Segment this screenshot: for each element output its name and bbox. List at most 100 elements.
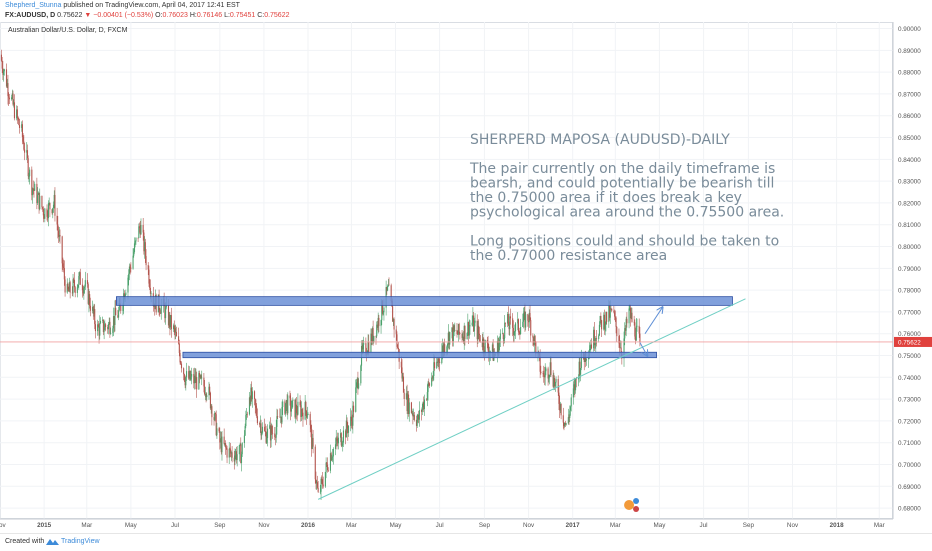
candle [565,422,567,426]
candle-body [22,136,24,142]
candle [589,345,591,351]
candle [595,335,597,353]
candle [287,392,289,420]
candle [37,187,39,206]
candle [397,341,399,353]
candle [83,286,85,300]
candle [315,471,317,490]
candle-body [120,305,122,311]
candle-body [543,373,545,376]
candle [52,201,55,213]
candle-body [517,319,519,324]
candle [605,311,607,332]
candle [23,135,25,151]
candle-body [387,284,389,287]
candle-body [447,332,449,344]
candle-body [406,393,408,412]
candle-body [274,433,276,438]
candle [279,408,281,418]
candle-body [204,386,206,395]
candle [235,446,237,464]
candle [59,229,61,244]
candle-body [427,382,429,393]
candle-body [545,368,547,372]
candle [215,410,217,437]
candle [407,390,410,417]
candle [453,324,455,333]
candle [44,207,46,223]
candle [468,321,470,344]
candle-body [165,307,167,319]
candle-body [224,443,226,444]
candle-body [184,380,186,386]
candle-body [413,414,415,417]
candle-body [603,314,605,330]
candle-body [593,329,595,346]
candle-body [235,451,237,461]
candle [575,377,577,394]
tradingview-brand-link[interactable]: TradingView [61,538,100,545]
candle [543,367,546,386]
candle [411,408,413,416]
y-tick-label: 0.90000 [898,26,921,33]
candle-body [396,334,398,347]
candle-body [548,377,550,379]
candle [110,327,112,335]
candle [611,308,613,313]
candle-body [42,207,44,209]
candle-body [451,327,453,333]
candle-body [225,443,227,448]
candle-body [108,321,110,324]
candle [625,316,627,337]
candle-body [483,338,485,351]
candle-body [498,343,500,355]
candle-body [387,286,389,291]
candle-body [468,326,470,336]
candle [329,444,331,474]
candle [259,415,261,433]
candle [243,430,245,448]
candle-body [195,377,197,383]
candle [5,63,8,88]
candle-body [585,359,587,361]
candle [579,357,581,378]
price-chart[interactable]: 0.68000 0.69000 0.70000 0.71000 0.72000 0.730… [0,22,932,533]
candle [559,401,561,414]
candle-body [476,320,478,340]
candle [102,316,104,324]
candle-body [486,339,488,343]
candle [512,320,514,343]
candle-body [37,192,39,195]
candle-body [264,426,266,432]
candle [294,399,296,419]
candle [336,436,338,450]
candle-body [53,194,55,205]
candle [345,414,347,438]
candle-body [300,405,302,417]
candle-body [193,373,195,384]
candle-body [382,312,384,314]
candle-body [618,336,620,344]
candle-body [418,409,420,420]
candle-body [256,407,258,417]
author-link[interactable]: Shepherd_Stunna [5,2,62,9]
candle [73,277,75,283]
candle-body [150,293,152,294]
candle [402,372,405,393]
candle [568,414,570,425]
candle-body [564,422,566,425]
candle [233,450,235,470]
candle-body [205,393,207,398]
candle [301,408,303,417]
candle [139,220,141,238]
candle-body [154,303,156,310]
candle [471,315,473,327]
candle [342,426,345,448]
annotation-line: the 0.77000 resistance area [470,248,667,264]
candle-body [487,342,489,351]
candle [134,240,136,248]
candle-body [304,402,306,420]
candle [148,265,150,287]
last-price-tag [894,336,932,347]
candle [428,382,431,389]
